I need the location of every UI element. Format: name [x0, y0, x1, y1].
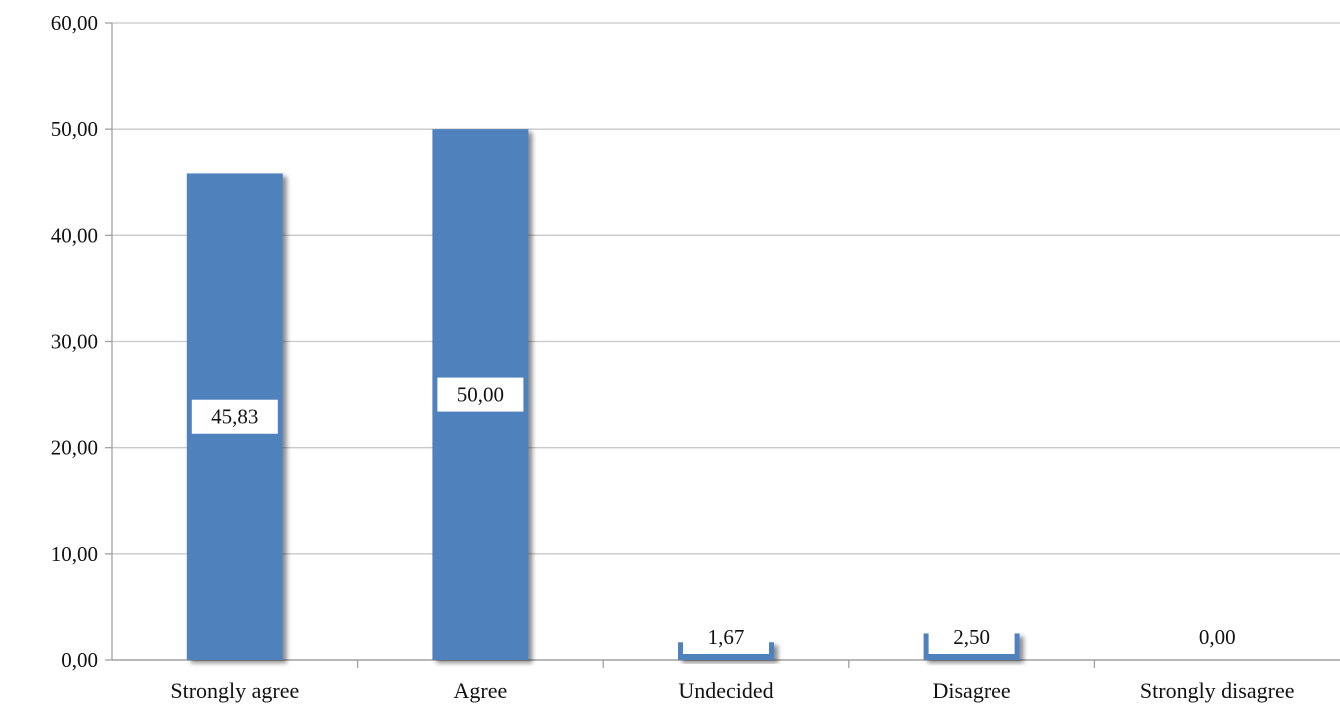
axes: 0,00 10,00 20,00 30,00 40,00 50,00 60,00 Strong… [51, 11, 1340, 703]
x-tick-label: Agree [454, 678, 508, 703]
data-label-box [928, 620, 1015, 654]
data-labels: 45,83 50,00 1,67 2,50 0,00 [191, 377, 1236, 654]
data-label-text: 0,00 [1199, 625, 1236, 649]
x-tick-label: Strongly disagree [1140, 678, 1295, 703]
data-label: 50,00 [437, 377, 524, 412]
data-label-text: 45,83 [211, 405, 258, 429]
data-label-box [437, 377, 524, 412]
data-label: 1,67 [683, 620, 769, 654]
y-tick-label: 20,00 [51, 436, 98, 460]
x-tick-label: Undecided [678, 678, 773, 703]
bars [186, 129, 1020, 660]
data-label-text: 1,67 [708, 625, 745, 649]
y-tick-label: 50,00 [51, 117, 98, 141]
y-tick-label: 0,00 [61, 648, 98, 672]
data-label: 2,50 [928, 620, 1015, 654]
data-label: 45,83 [191, 399, 278, 434]
x-tick-label: Disagree [933, 678, 1011, 703]
x-tick-label: Strongly agree [170, 678, 299, 703]
data-label-box [683, 620, 769, 654]
gridlines [112, 22, 1340, 555]
data-label-box [191, 399, 278, 434]
data-label-text: 2,50 [953, 625, 990, 649]
data-label: 0,00 [1199, 625, 1236, 649]
data-label-text: 50,00 [457, 383, 504, 407]
y-tick-label: 30,00 [51, 330, 98, 354]
y-tick-label: 40,00 [51, 223, 98, 247]
y-tick-label: 10,00 [51, 542, 98, 566]
y-tick-label: 60,00 [51, 11, 98, 35]
